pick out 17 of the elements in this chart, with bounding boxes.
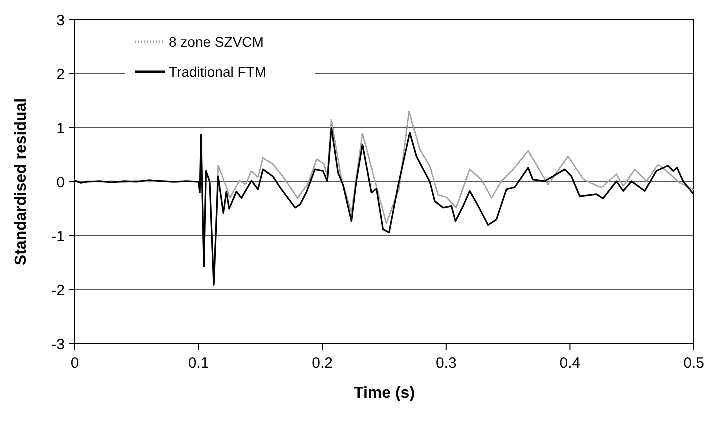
- y-tick-label: 3: [56, 12, 65, 30]
- x-tick-label: 0.4: [560, 355, 581, 372]
- x-tick-label: 0.5: [684, 355, 704, 372]
- legend-label: 8 zone SZVCM: [169, 34, 264, 50]
- y-tick-label: 0: [56, 174, 65, 192]
- x-tick-label: 0.1: [188, 355, 210, 372]
- y-tick-label: -1: [52, 228, 65, 246]
- y-tick-label: 2: [56, 66, 65, 84]
- legend-label: Traditional FTM: [169, 64, 267, 80]
- x-tick-label: 0: [70, 355, 80, 372]
- x-axis-title: Time (s): [354, 385, 416, 402]
- y-tick-label: -3: [52, 336, 65, 354]
- y-tick-label: -2: [52, 282, 65, 300]
- x-tick-label: 0.2: [312, 355, 334, 372]
- x-tick-label: 0.3: [436, 355, 457, 372]
- y-tick-label: 1: [56, 120, 65, 138]
- y-axis-title: Standardised residual: [13, 98, 30, 266]
